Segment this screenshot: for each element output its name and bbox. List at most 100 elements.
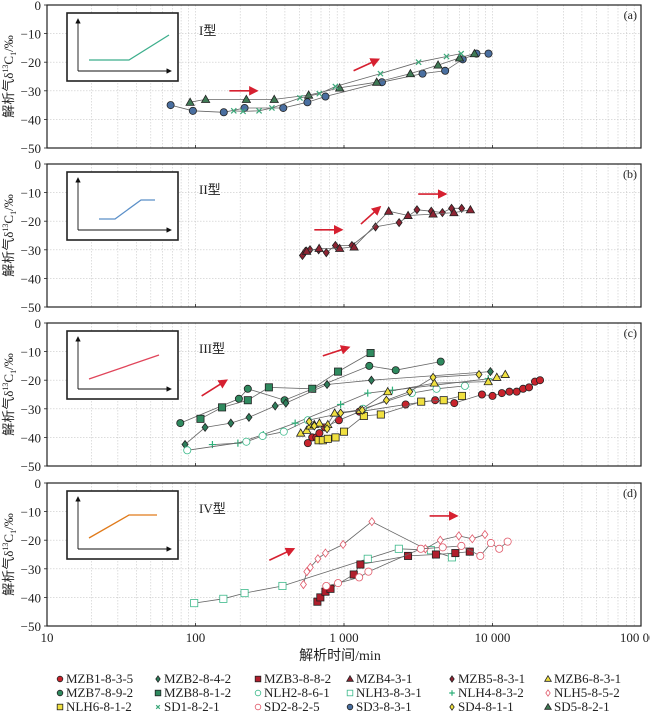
data-point: [406, 386, 414, 397]
y-tick-label: −50: [21, 619, 41, 634]
type-label: I型: [199, 23, 216, 38]
panel-c: 0 −10 −20 −30 −40 −50 解析气δ13C1/‰ (c) III型: [1, 316, 642, 474]
legend-marker: [346, 674, 354, 682]
x-tick-label: 100 000: [620, 630, 650, 645]
data-point: [365, 361, 374, 370]
data-point: [525, 383, 534, 392]
y-label-c: C: [1, 374, 16, 383]
legend-label: NLH6-8-1-2: [66, 699, 132, 713]
data-point: [536, 376, 545, 385]
trend-arrow: [322, 345, 351, 357]
legend-marker: [544, 674, 552, 682]
data-point: [492, 372, 502, 381]
data-point: [339, 539, 347, 550]
legend-label: NLH3-8-3-1: [356, 685, 422, 700]
data-point: [323, 424, 331, 434]
y-label-sub: 1: [9, 52, 18, 56]
y-label-main: 解析气δ: [1, 232, 16, 277]
data-point: [299, 579, 307, 590]
data-point: [439, 396, 448, 405]
data-point: [201, 422, 209, 433]
series-MZB8-8-1-2: [196, 349, 375, 423]
y-label-sup: 13: [1, 383, 10, 391]
legend-label: NLH5-8-5-2: [554, 685, 620, 700]
data-point: [331, 240, 339, 251]
data-point: [460, 381, 469, 390]
data-point: [428, 209, 438, 218]
data-point: [503, 537, 512, 546]
legend-marker: [254, 689, 262, 697]
data-point: [227, 418, 235, 428]
y-axis-label: 解析气δ13C1/‰: [1, 513, 18, 595]
data-point: [306, 562, 314, 573]
x-axis-label: 解析时间/min: [299, 648, 381, 664]
data-point: [337, 400, 345, 409]
data-point: [303, 566, 311, 577]
data-point: [486, 366, 494, 377]
legend-marker: [254, 675, 262, 683]
y-tick-label: −50: [21, 459, 41, 474]
data-point: [264, 383, 273, 392]
y-axis-label: 解析气δ13C1/‰: [1, 194, 18, 276]
legend-marker: [544, 702, 552, 710]
legend-label: MZB4-3-1: [356, 671, 412, 686]
legend-marker: [254, 703, 262, 711]
y-tick-label: −30: [21, 84, 41, 99]
y-label-sub: 1: [9, 211, 18, 215]
legend-label: NLH4-8-3-2: [458, 685, 524, 700]
x-tick-label: 10: [41, 630, 54, 645]
y-label-unit: /‰: [1, 513, 16, 530]
trend-arrow: [353, 58, 381, 72]
data-point: [301, 425, 312, 434]
data-point: [243, 396, 252, 405]
y-tick-label: −30: [21, 243, 41, 258]
legend-label: MZB5-8-3-1: [458, 671, 525, 686]
inset-diagram: [66, 490, 179, 560]
data-point: [243, 384, 252, 393]
y-axis-label: 解析气δ13C1/‰: [1, 35, 18, 117]
panel-a: 0 −10 −20 −30 −40 −50 解析气δ13C1/‰ (a) I型: [1, 0, 642, 156]
data-point: [413, 205, 421, 215]
series-NLH5-8-5-2: [299, 516, 489, 590]
y-label-sup: 13: [1, 224, 10, 232]
legend-item: MZB3-8-8-2: [254, 671, 331, 686]
legend-label: NLH2-8-6-1: [264, 685, 330, 700]
data-point: [188, 106, 197, 115]
legend-item: MZB4-3-1: [346, 671, 412, 686]
data-point: [329, 408, 340, 417]
data-point: [349, 242, 359, 251]
inset-frame: [66, 12, 179, 82]
data-point: [477, 390, 486, 399]
x-tick-label: 100: [186, 630, 206, 645]
data-point: [334, 579, 343, 588]
data-point: [291, 419, 299, 427]
legend-label: SD4-8-1-1: [458, 699, 514, 713]
data-point: [483, 376, 494, 386]
data-point: [322, 247, 330, 258]
data-point: [382, 395, 390, 405]
data-point: [190, 599, 199, 608]
data-point: [331, 433, 340, 442]
y-label-sub: 1: [9, 370, 18, 374]
series-MZB3-8-8-2: [313, 547, 474, 606]
y-tick-label: 0: [35, 0, 42, 13]
data-point: [416, 544, 425, 553]
type-label: II型: [199, 182, 221, 197]
panel-d: 0 −10 −20 −30 −40 −50 解析气δ13C1/‰ (d) IV型 10 100 1 0…: [1, 476, 650, 645]
data-point: [438, 543, 447, 552]
data-point: [377, 70, 384, 77]
data-point: [256, 107, 263, 114]
trend-arrow: [360, 205, 382, 225]
legend-marker: [155, 704, 161, 710]
data-point: [465, 547, 474, 556]
data-point: [321, 92, 330, 101]
y-tick-label: −20: [21, 55, 41, 70]
series-MZB4-3-1: [301, 204, 476, 255]
legend-item: MZB5-8-3-1: [449, 671, 525, 686]
data-point: [484, 49, 493, 58]
legend-marker: [346, 689, 354, 697]
legend-marker: [346, 703, 354, 711]
data-point: [457, 541, 466, 550]
y-tick-label: −40: [21, 430, 41, 445]
legend-item: MZB7-8-9-2: [56, 685, 133, 700]
